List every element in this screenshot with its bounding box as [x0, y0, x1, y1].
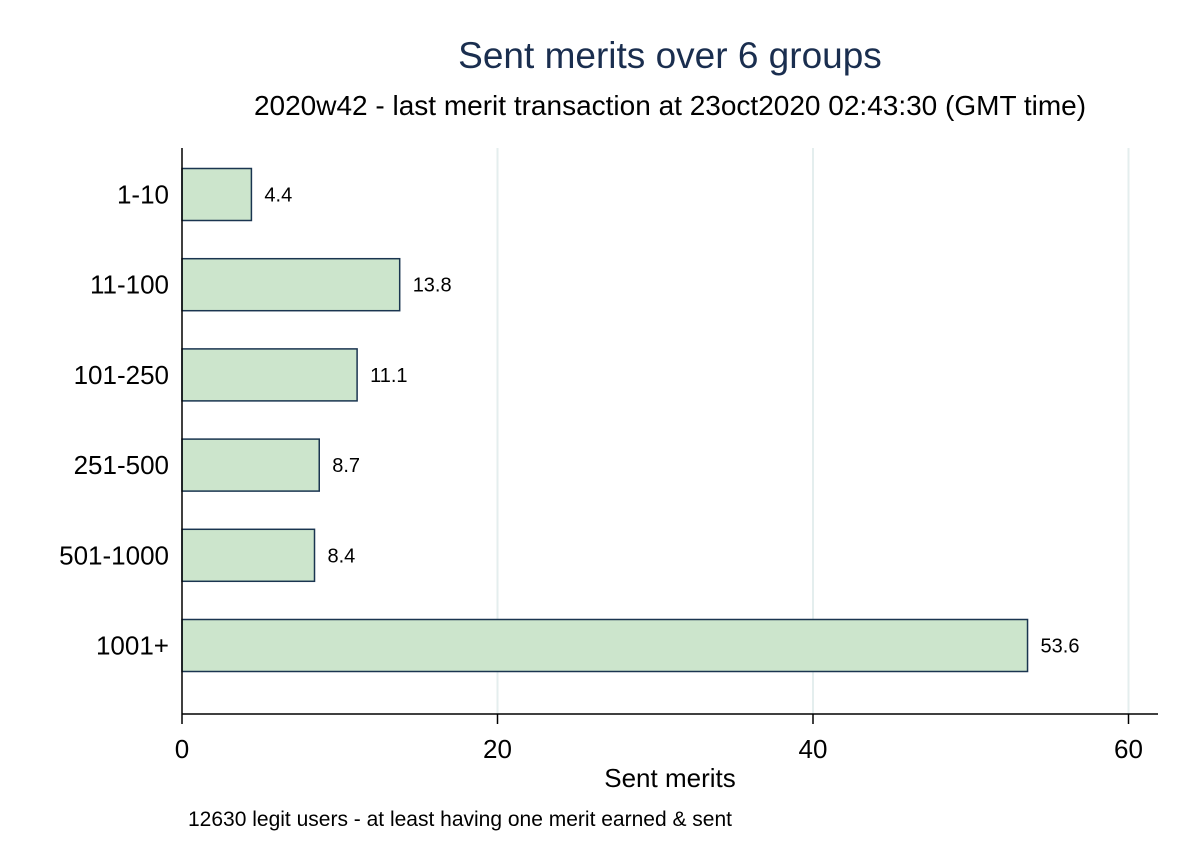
x-tick-label: 40: [799, 734, 828, 764]
category-label: 11-100: [90, 270, 169, 300]
bar: [181, 167, 253, 222]
bar: [181, 438, 320, 492]
bar: [181, 257, 401, 312]
bar: [181, 618, 1029, 673]
value-label: 11.1: [370, 365, 407, 387]
x-tick-label: 0: [175, 734, 189, 764]
category-labels: 1-10 11-100 101-250 251-500 501-1000 1001+: [59, 180, 169, 661]
category-label: 251-500: [74, 450, 169, 480]
x-tick-label: 20: [483, 734, 512, 764]
x-axis-label: Sent merits: [604, 763, 736, 793]
value-label: 53.6: [1041, 636, 1080, 658]
category-label: 1-10: [117, 180, 169, 210]
category-label: 101-250: [74, 360, 169, 390]
category-label: 1001+: [96, 631, 169, 661]
category-label: 501-1000: [59, 540, 169, 570]
bar: [181, 528, 316, 583]
bars: [181, 167, 1029, 673]
value-labels: 4.4 13.8 11.1 8.7 8.4 53.6: [264, 185, 1079, 658]
value-label: 8.7: [332, 455, 360, 477]
x-axis-ticks: 0 20 40 60: [175, 714, 1143, 764]
value-label: 13.8: [413, 275, 452, 297]
chart-title: Sent merits over 6 groups: [458, 35, 882, 76]
value-label: 4.4: [264, 185, 292, 207]
chart-note: 12630 legit users - at least having one …: [188, 808, 732, 831]
bar: [181, 348, 358, 402]
x-tick-label: 60: [1114, 734, 1143, 764]
value-label: 8.4: [328, 545, 356, 567]
chart-subtitle: 2020w42 - last merit transaction at 23oc…: [254, 90, 1086, 121]
